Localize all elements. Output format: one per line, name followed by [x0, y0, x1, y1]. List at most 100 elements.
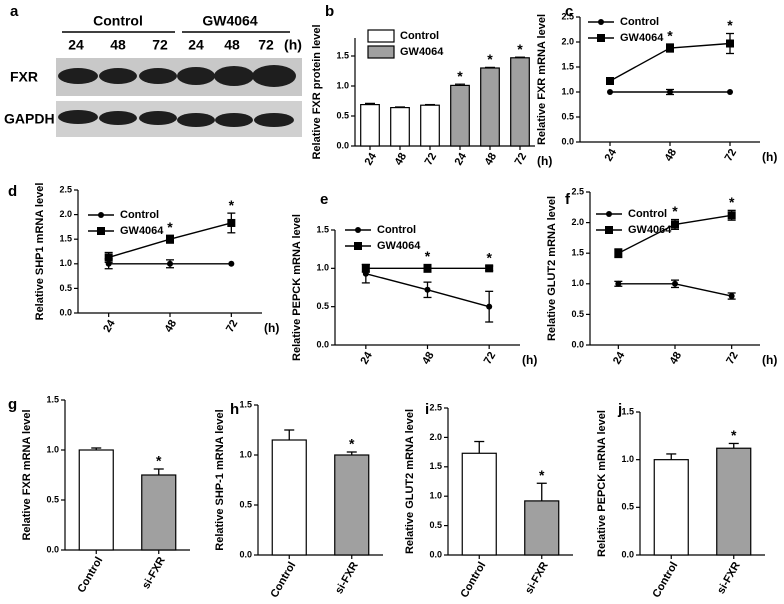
x-tick-label: 24	[363, 150, 380, 167]
y-tick-label: 1.0	[571, 278, 584, 288]
y-axis-label: Relative PEPCK mRNA level	[596, 410, 608, 557]
y-tick-label: 0.0	[46, 544, 59, 554]
significance: *	[731, 427, 737, 443]
x-tick-label: 48	[163, 318, 180, 335]
panel-letter: g	[8, 396, 17, 413]
y-tick-label: 0.5	[239, 499, 252, 509]
y-tick-label: 0.5	[316, 301, 329, 311]
significance: *	[729, 194, 735, 210]
x-tick-label: 48	[483, 151, 500, 168]
legend-label: Control	[400, 30, 439, 42]
y-tick-label: 0.0	[316, 339, 329, 349]
y-tick-label: 0.0	[59, 307, 72, 317]
significance: *	[167, 219, 173, 235]
y-tick-label: 1.0	[336, 80, 349, 90]
y-tick-label: 0.0	[429, 549, 442, 559]
x-tick-label: 72	[224, 318, 241, 335]
y-tick-label: 1.0	[561, 86, 574, 96]
marker	[615, 280, 622, 287]
bar	[450, 84, 470, 147]
x-tick-label: 24	[453, 150, 470, 167]
marker	[727, 89, 733, 95]
y-axis-label: Relative GLUT2 mRNA level	[546, 196, 558, 341]
y-tick-label: 2.0	[59, 209, 72, 219]
panel-letter: j	[617, 401, 622, 418]
x-tick-label: 72	[423, 151, 440, 168]
y-tick-label: 0.0	[571, 339, 584, 349]
marker	[727, 211, 736, 220]
chart-panel: h Relative SHP-1 mRNA level 0.0 0.5 1.0 1.5 Co…	[214, 399, 383, 600]
x-tick-label: si-FXR	[715, 560, 743, 596]
legend-label: GW4064	[628, 224, 672, 236]
lane-label: 24	[188, 37, 204, 53]
legend-marker	[97, 227, 105, 235]
significance: *	[229, 197, 235, 213]
marker	[227, 218, 236, 227]
x-tick-label: Control	[75, 555, 105, 595]
y-tick-label: 1.0	[46, 444, 59, 454]
y-tick-label: 0.5	[571, 309, 584, 319]
chart-panel: g Relative FXR mRNA level 0.0 0.5 1.0 1.5 Cont…	[8, 394, 190, 595]
marker	[166, 235, 174, 244]
x-axis-label: (h)	[522, 353, 537, 367]
legend-label: GW4064	[120, 225, 164, 237]
legend-swatch	[367, 29, 395, 43]
y-axis-label: Relative SHP1 mRNA level	[34, 183, 46, 321]
x-tick-label: 24	[358, 349, 375, 366]
y-tick-label: 2.0	[571, 217, 584, 227]
lane-label: 72	[258, 37, 274, 53]
y-tick-label: 0.0	[561, 136, 574, 146]
significance: *	[727, 17, 733, 33]
marker	[104, 253, 113, 262]
marker	[672, 280, 678, 287]
significance: *	[425, 248, 431, 264]
panel-letter: b	[325, 3, 334, 20]
y-tick-label: 0.5	[621, 502, 634, 512]
significance: *	[486, 250, 492, 266]
x-tick-label: si-FXR	[523, 560, 551, 596]
marker	[361, 264, 370, 273]
significance: *	[156, 453, 162, 469]
lane-label: 48	[224, 37, 240, 53]
x-axis-label: (h)	[762, 150, 777, 164]
blot-panel: a Control GW4064 24 48 72 24 48 72 (h) F…	[4, 3, 302, 137]
bar	[653, 459, 689, 556]
x-tick-label: 48	[393, 151, 410, 168]
x-tick-label: si-FXR	[333, 560, 361, 596]
y-tick-label: 1.5	[621, 406, 634, 416]
x-tick-label: 72	[724, 350, 741, 367]
y-tick-label: 0.5	[46, 494, 59, 504]
legend-marker	[605, 226, 613, 234]
legend-swatch	[367, 45, 395, 59]
unit-label: (h)	[284, 37, 302, 53]
y-tick-label: 1.5	[59, 234, 72, 244]
legend-label: GW4064	[620, 32, 664, 44]
legend-marker	[606, 211, 612, 217]
x-tick-label: Control	[268, 560, 298, 600]
marker	[606, 77, 614, 85]
bar	[334, 454, 370, 556]
legend-marker	[354, 242, 362, 250]
y-tick-label: 0.5	[429, 520, 442, 530]
x-axis-label: (h)	[264, 321, 279, 335]
legend-label: Control	[377, 224, 416, 236]
significance: *	[672, 203, 678, 219]
bar	[390, 106, 410, 147]
chart-panel: f Relative GLUT2 mRNA level 0.0 0.5 1.0 1.5 2.…	[546, 186, 777, 367]
panel-letter: d	[8, 183, 17, 200]
bar	[360, 103, 380, 147]
y-tick-label: 0.0	[336, 140, 349, 150]
x-tick-label: 72	[723, 147, 740, 164]
marker	[167, 260, 173, 267]
significance: *	[539, 467, 545, 483]
chart-panel: d Relative SHP1 mRNA level 0.0 0.5 1.0 1.5 2.0…	[8, 183, 279, 336]
legend-label: Control	[628, 208, 667, 220]
y-tick-label: 1.5	[561, 61, 574, 71]
bar	[480, 67, 500, 147]
bar	[78, 449, 114, 551]
y-tick-label: 1.5	[336, 50, 349, 60]
y-tick-label: 1.0	[316, 263, 329, 273]
y-tick-label: 1.0	[239, 449, 252, 459]
